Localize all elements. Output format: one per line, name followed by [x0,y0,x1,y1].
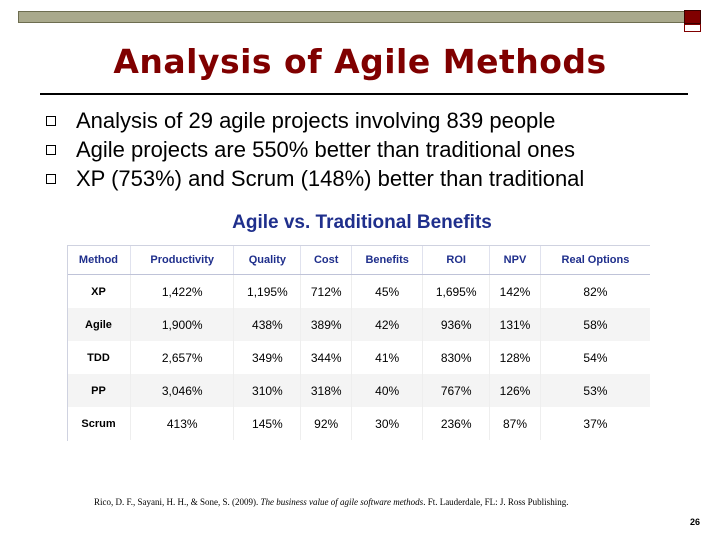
table-cell: 389% [300,308,353,341]
table-row: Agile 1,900% 438% 389% 42% 936% 131% 58% [67,308,650,341]
bullet-item: XP (753%) and Scrum (148%) better than t… [46,164,706,193]
citation: Rico, D. F., Sayani, H. H., & Sone, S. (… [94,497,568,507]
page-number: 26 [689,517,700,527]
column-header: Benefits [351,245,424,275]
table-cell: 936% [422,308,491,341]
bullet-text: XP (753%) and Scrum (148%) better than t… [76,166,585,191]
table-cell: 349% [233,341,302,374]
table-cell: 126% [489,374,541,407]
table-cell: 1,422% [130,274,235,308]
table-cell: 712% [300,274,353,308]
column-header: Cost [300,245,353,275]
method-cell: Agile [67,308,131,341]
table-cell: 344% [300,341,353,374]
table-cell: 30% [351,407,424,440]
table-cell: 830% [422,341,491,374]
table-cell: 92% [300,407,353,440]
table-cell: 41% [351,341,424,374]
table-cell: 145% [233,407,302,440]
table-cell: 1,900% [130,308,235,341]
slide-title: Analysis of Agile Methods [113,42,607,81]
column-header: NPV [489,245,541,275]
table-cell: 318% [300,374,353,407]
table-cell: 310% [233,374,302,407]
column-header: Method [67,245,131,275]
method-cell: PP [67,374,131,407]
method-cell: Scrum [67,407,131,440]
table-row: XP 1,422% 1,195% 712% 45% 1,695% 142% 82… [67,274,650,308]
bullet-text: Analysis of 29 agile projects involving … [76,108,556,133]
bullet-text: Agile projects are 550% better than trad… [76,137,575,162]
column-header: Real Options [540,245,650,275]
table-cell: 54% [583,350,608,365]
table-cell: 438% [233,308,302,341]
top-decorative-bar [18,11,700,23]
citation-authors: Rico, D. F., Sayani, H. H., & Sone, S. (… [94,497,259,507]
column-header: ROI [422,245,491,275]
table-row: TDD 2,657% 349% 344% 41% 830% 128% 54% [67,341,650,374]
table-cell: 1,695% [422,274,491,308]
table-title: Agile vs. Traditional Benefits [232,212,492,233]
table-row: Scrum 413% 145% 92% 30% 236% 87% 37% [67,407,650,440]
bullet-item: Agile projects are 550% better than trad… [46,135,706,164]
table-cell: 82% [583,284,608,299]
table-cell: 767% [422,374,491,407]
table-cell: 413% [130,407,235,440]
table-cell: 236% [422,407,491,440]
top-corner-outline-square [684,24,701,32]
square-bullet-icon [46,144,56,155]
table-cell: 53% [540,374,650,407]
column-header: Quality [233,245,302,275]
bullet-list: Analysis of 29 agile projects involving … [46,106,706,193]
table-cell: 2,657% [130,341,235,374]
square-bullet-icon [46,173,56,184]
table-header-row: Method Productivity Quality Cost Benefit… [67,245,650,275]
table-cell: 128% [489,341,541,374]
table-cell: 58% [540,308,650,341]
method-cell: XP [67,274,131,308]
citation-publisher: . Ft. Lauderdale, FL: J. Ross Publishing… [423,497,569,507]
top-corner-square [684,10,701,24]
title-divider [40,93,688,95]
bullet-item: Analysis of 29 agile projects involving … [46,106,706,135]
table-cell: 131% [489,308,541,341]
citation-work: The business value of agile software met… [260,497,424,507]
table-cell: 87% [489,407,541,440]
table-cell: 45% [351,274,424,308]
method-cell: TDD [67,341,131,374]
column-header: Productivity [130,245,235,275]
table-cell: 42% [351,308,424,341]
table-cell: 1,195% [233,274,302,308]
benefits-table: Method Productivity Quality Cost Benefit… [67,245,650,440]
table-cell: 3,046% [130,374,235,407]
square-bullet-icon [46,115,56,126]
table-row: PP 3,046% 310% 318% 40% 767% 126% 53% [67,374,650,407]
table-cell: 142% [489,274,541,308]
table-cell: 37% [583,416,608,431]
table-cell: 40% [351,374,424,407]
